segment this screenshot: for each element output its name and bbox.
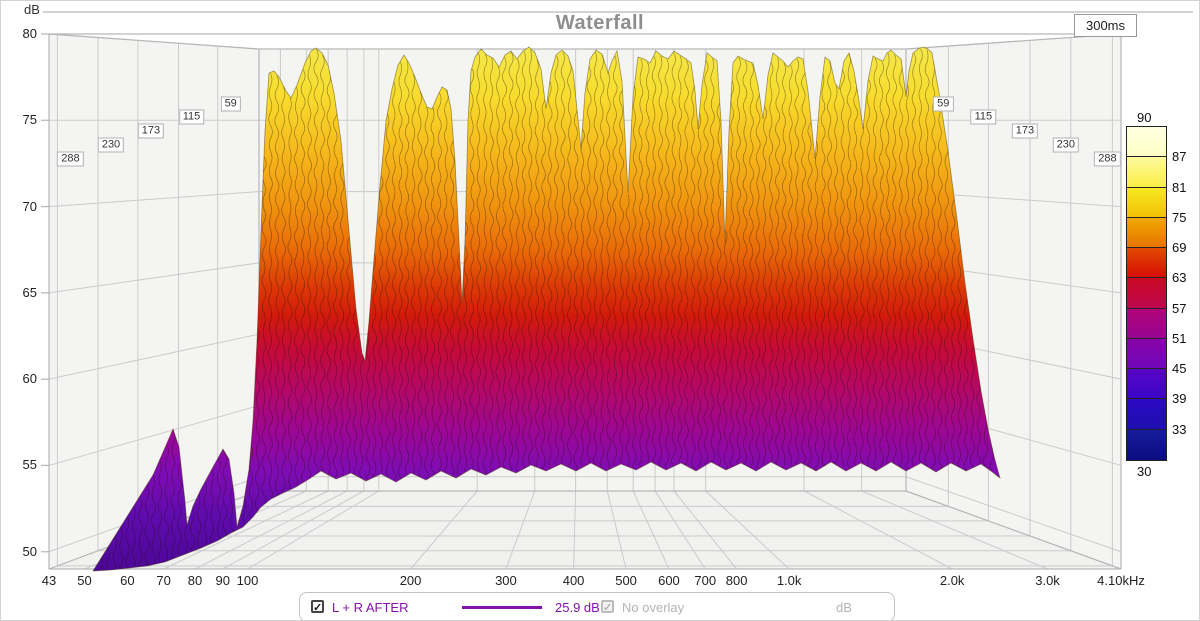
left-wall-time-label: 230 [97,137,125,153]
db-tick-label: 70 [22,198,37,214]
legend-overlay-checkbox[interactable]: ✓ [601,600,614,614]
colorbar-segment [1127,127,1166,158]
freq-tick-label: 300 [495,573,517,588]
db-tick-label: 50 [22,543,37,559]
time-window-badge[interactable]: 300ms [1074,14,1137,37]
legend-overlay-label[interactable]: No overlay [622,600,685,615]
freq-tick-label: 43 [41,573,57,588]
freq-tick-label: 100 [236,573,259,588]
colorbar-boundary-label: 63 [1172,270,1187,286]
freq-tick-label: 700 [694,573,717,588]
freq-tick-label: 90 [215,573,230,588]
colorbar-segment [1127,187,1166,218]
left-wall-time-label: 115 [178,109,205,125]
colorbar-boundary-label: 39 [1172,391,1187,407]
left-wall-time-label: 59 [220,96,241,112]
freq-tick-label: 200 [399,573,422,588]
colorbar-boundary-label: 33 [1172,421,1187,437]
db-tick-label: 80 [22,26,37,41]
db-tick-label: 65 [22,284,37,300]
freq-tick-label: 3.0k [1035,573,1060,588]
colorbar-segment [1127,369,1166,400]
legend-main-checkbox[interactable]: ✓ [311,600,324,614]
freq-tick-label: 600 [658,573,680,588]
right-wall-time-label: 288 [1094,151,1121,167]
legend-main-label[interactable]: L + R AFTER [332,600,409,615]
legend-line-sample [462,606,542,609]
right-wall-time-label: 59 [933,96,954,112]
colorbar-boundary-label: 51 [1172,330,1187,346]
colorbar [1126,126,1167,461]
colorbar-min-label: 30 [1137,464,1152,479]
right-wall-time-label: 115 [970,109,997,125]
db-tick-label: 60 [22,371,37,387]
colorbar-boundary-label: 75 [1172,209,1187,225]
db-tick-label: 55 [22,457,37,473]
left-wall-time-label: 288 [57,151,84,167]
colorbar-segment [1127,338,1166,370]
colorbar-boundary-label: 81 [1172,179,1187,195]
freq-tick-label: 2.0k [939,573,965,588]
freq-tick-label: 500 [615,573,637,588]
freq-tick-label: 70 [156,573,171,588]
freq-tick-label: 60 [120,573,135,588]
colorbar-segment [1127,399,1166,430]
right-wall-time-label: 173 [1011,123,1039,139]
legend-value: 25.9 dB [555,600,600,615]
colorbar-segment [1127,157,1166,188]
colorbar-boundary-label: 87 [1172,149,1187,165]
colorbar-segment [1127,308,1166,339]
colorbar-segment [1127,217,1166,249]
colorbar-boundary-label: 57 [1172,300,1187,316]
legend-overlay-unit: dB [836,600,852,615]
freq-tick-label: 1.0k [776,573,802,588]
right-wall-time-label: 230 [1052,137,1080,153]
colorbar-boundary-label: 69 [1172,240,1187,256]
freq-tick-label: 50 [77,573,92,588]
colorbar-max-label: 90 [1137,110,1152,125]
db-tick-label: 75 [22,112,37,128]
freq-tick-label: 4.10kHz [1097,573,1145,588]
colorbar-boundary-label: 45 [1172,361,1187,377]
left-wall-time-label: 173 [137,123,165,139]
colorbar-segment [1127,429,1166,460]
freq-tick-label: 400 [562,573,585,588]
freq-tick-label: 80 [187,573,203,588]
colorbar-segment [1127,248,1166,279]
freq-tick-label: 800 [725,573,748,588]
legend-box: ✓ L + R AFTER 25.9 dB ✓ No overlay dB [299,592,895,620]
colorbar-segment [1127,278,1166,309]
db-axis-unit-label: dB [21,2,43,17]
